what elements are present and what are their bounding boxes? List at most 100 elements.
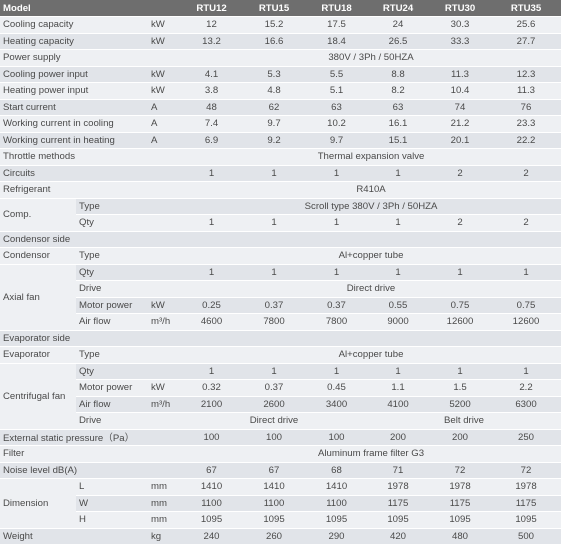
cell: 72 [429, 462, 492, 479]
cell: 1100 [242, 495, 307, 512]
cell: 1095 [306, 511, 368, 529]
row-unit: mm [148, 478, 182, 496]
row-unit [148, 412, 182, 430]
cell: 8.8 [367, 66, 430, 83]
cell: 10.2 [306, 115, 368, 133]
table-row: Noise level dB(A) 67 67 68 71 72 72 [0, 462, 561, 479]
unit-header: RTU30 [429, 0, 492, 17]
cell: 7800 [242, 313, 307, 331]
merged-cell: Direct drive [181, 412, 368, 430]
cell: 1 [306, 214, 368, 232]
cell: 1 [367, 214, 430, 232]
cell: 200 [367, 429, 430, 446]
sub-label: Drive [76, 280, 148, 298]
cell: 480 [429, 528, 492, 545]
row-label: Working current in cooling [0, 115, 148, 133]
cell: 17.5 [306, 16, 368, 34]
cell: 100 [242, 429, 307, 446]
cell: 4600 [181, 313, 243, 331]
row-label: External static pressure（Pa） [0, 429, 182, 446]
model-header: Model [0, 0, 182, 17]
sub-label: Qty [76, 264, 148, 281]
cell: 16.1 [367, 115, 430, 133]
cell: 2 [429, 214, 492, 232]
table-row: Cooling power input kW 4.1 5.3 5.5 8.8 1… [0, 66, 561, 83]
cell: 100 [306, 429, 368, 446]
cell: 0.45 [306, 379, 368, 397]
cell: 7800 [306, 313, 368, 331]
cell: 5.1 [306, 82, 368, 100]
cell: 1410 [242, 478, 307, 496]
cell: 2 [491, 214, 561, 232]
row-label: Weight [0, 528, 148, 545]
cell: 2600 [242, 396, 307, 413]
cell: 200 [429, 429, 492, 446]
cell: 1 [242, 214, 307, 232]
cell: 1410 [306, 478, 368, 496]
cell: 68 [306, 462, 368, 479]
header-row: Model RTU12 RTU15 RTU18 RTU24 RTU30 RTU3… [0, 0, 561, 17]
table-row: Working current in cooling A 7.4 9.7 10.… [0, 115, 561, 133]
section-label: Condensor side [0, 231, 561, 248]
row-unit: kW [148, 16, 182, 34]
cell: 1 [242, 264, 307, 281]
cell: 33.3 [429, 33, 492, 50]
row-label: Filter [0, 445, 182, 463]
cell: 0.55 [367, 297, 430, 314]
cell: 1 [181, 264, 243, 281]
unit-header: RTU24 [367, 0, 430, 17]
sub-label: Motor power [76, 379, 148, 397]
table-row: Axial fan Qty 1 1 1 1 1 1 [0, 264, 561, 331]
table-row: Working current in heating A 6.9 9.2 9.7… [0, 132, 561, 149]
cell: 76 [491, 99, 561, 116]
cell: 12600 [429, 313, 492, 331]
cell: 71 [367, 462, 430, 479]
sub-label: H [76, 511, 148, 529]
cell: 12600 [491, 313, 561, 331]
cell: 12.3 [491, 66, 561, 83]
table-row: Drive Direct drive [0, 280, 561, 298]
row-unit [148, 247, 182, 265]
sub-label: Type [76, 198, 148, 215]
table-row: Heating power input kW 3.8 4.8 5.1 8.2 1… [0, 82, 561, 100]
row-unit [148, 363, 182, 380]
cell: 1 [306, 165, 368, 182]
cell: 1095 [242, 511, 307, 529]
cell: 20.1 [429, 132, 492, 149]
cell: 18.4 [306, 33, 368, 50]
cell: 1978 [367, 478, 430, 496]
cell: 1 [181, 363, 243, 380]
row-label: Noise level dB(A) [0, 462, 182, 479]
cell: 3400 [306, 396, 368, 413]
cell: 8.2 [367, 82, 430, 100]
cell: 420 [367, 528, 430, 545]
table-row: Circuits 1 1 1 1 2 2 [0, 165, 561, 182]
row-unit: kW [148, 297, 182, 314]
cell: 27.7 [491, 33, 561, 50]
row-unit: A [148, 115, 182, 133]
cell: 67 [181, 462, 243, 479]
row-label: Comp. [0, 198, 76, 232]
cell: 5200 [429, 396, 492, 413]
row-label: Power supply [0, 49, 182, 67]
merged-cell: Scroll type 380V / 3Ph / 50HZA [181, 198, 561, 215]
cell: 23.3 [491, 115, 561, 133]
unit-header: RTU18 [306, 0, 368, 17]
sub-label: L [76, 478, 148, 496]
sub-label: Air flow [76, 313, 148, 331]
cell: 0.32 [181, 379, 243, 397]
cell: 15.1 [367, 132, 430, 149]
sub-label: Qty [76, 214, 148, 232]
row-label: Heating power input [0, 82, 148, 100]
cell: 4.8 [242, 82, 307, 100]
sub-label: Type [76, 247, 148, 265]
sub-label: Qty [76, 363, 148, 380]
table-row: Centrifugal fan Qty 1 1 1 1 1 1 [0, 363, 561, 430]
cell: 1 [181, 165, 243, 182]
cell: 5.5 [306, 66, 368, 83]
sub-label: Drive [76, 412, 148, 430]
cell: 1095 [429, 511, 492, 529]
cell: 1.5 [429, 379, 492, 397]
cell: 74 [429, 99, 492, 116]
